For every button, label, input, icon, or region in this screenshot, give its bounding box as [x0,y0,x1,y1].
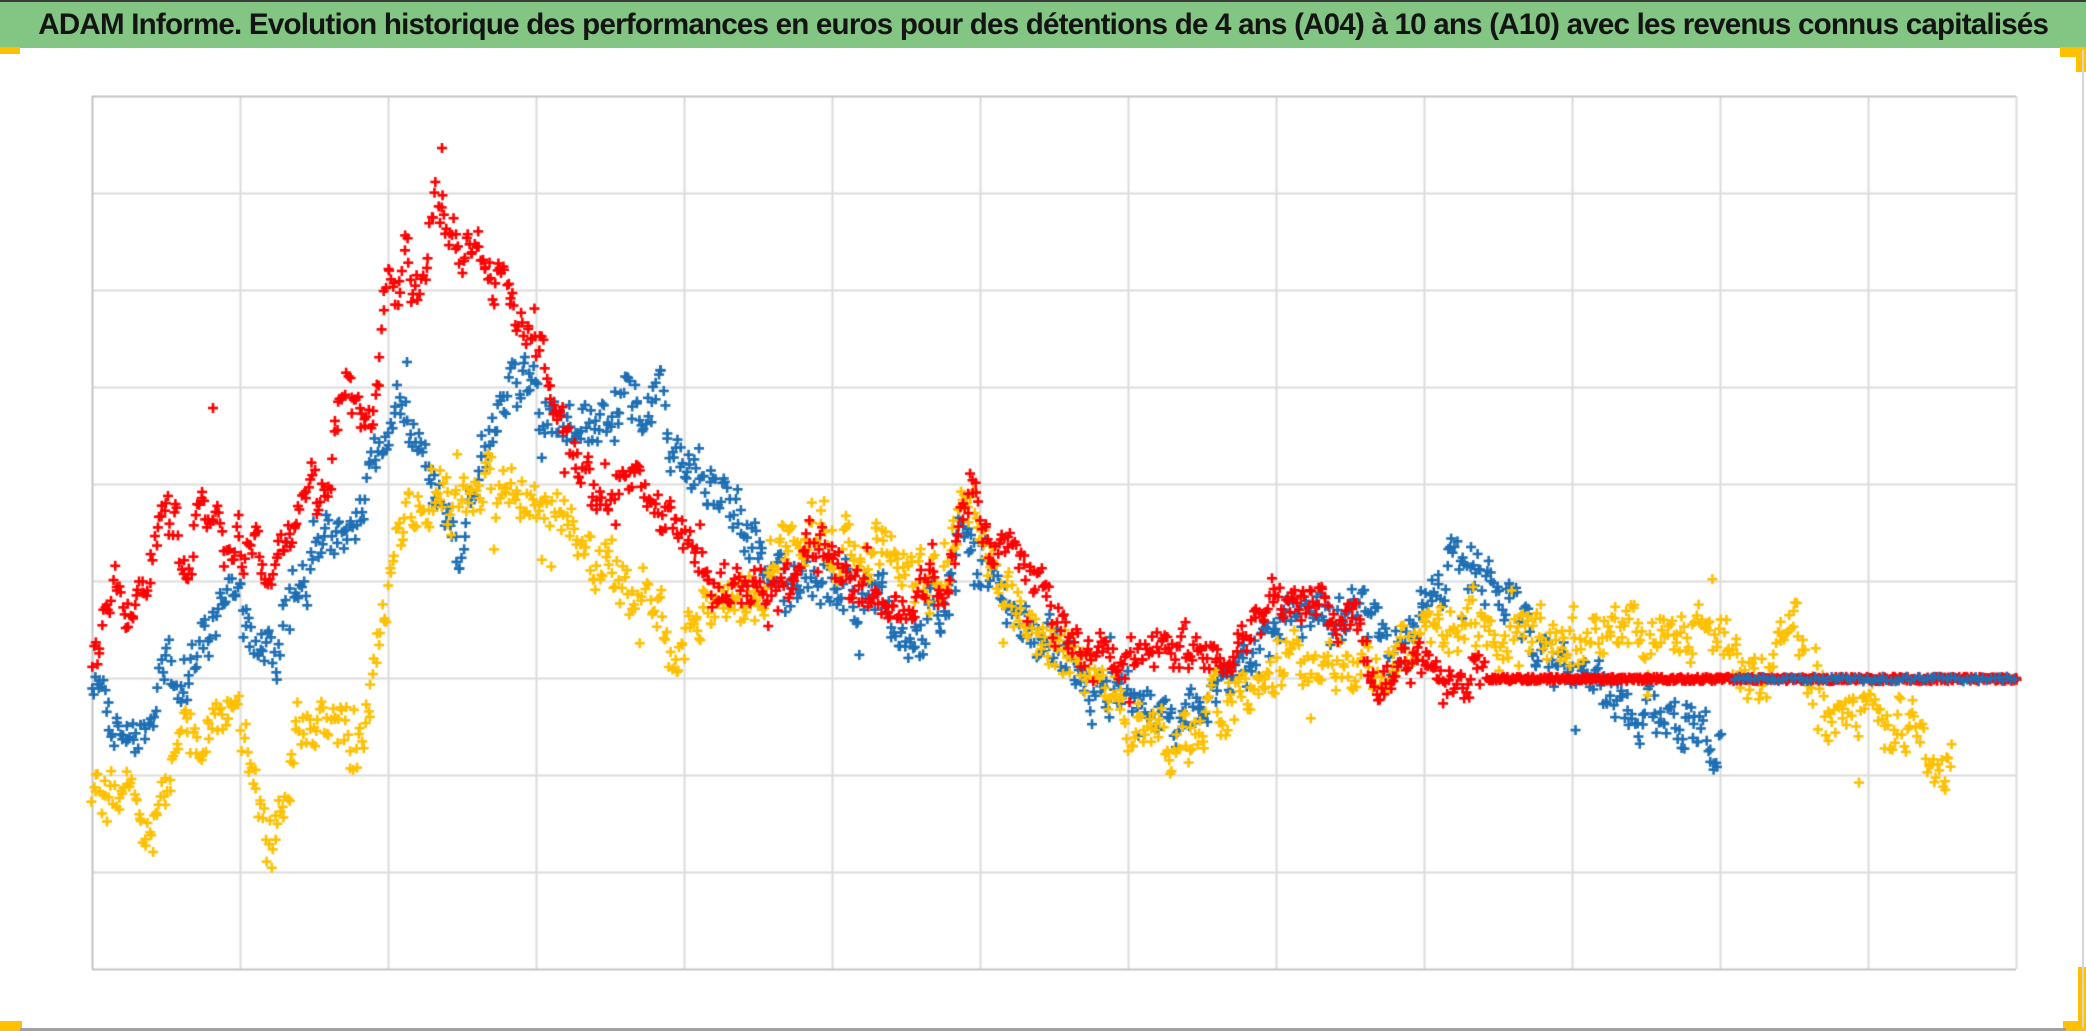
frame-right-edge-line [2082,50,2084,1028]
frame-handle-bottom-right-foot [2063,1021,2086,1031]
frame-handle-bottom-left [0,1021,22,1031]
frame-handle-top-right-horizontal [2060,47,2086,57]
frame-bottom-edge-line [20,1028,2066,1031]
frame-handle-top-right-vertical [2076,47,2086,72]
frame-handle-top-left [0,47,20,54]
